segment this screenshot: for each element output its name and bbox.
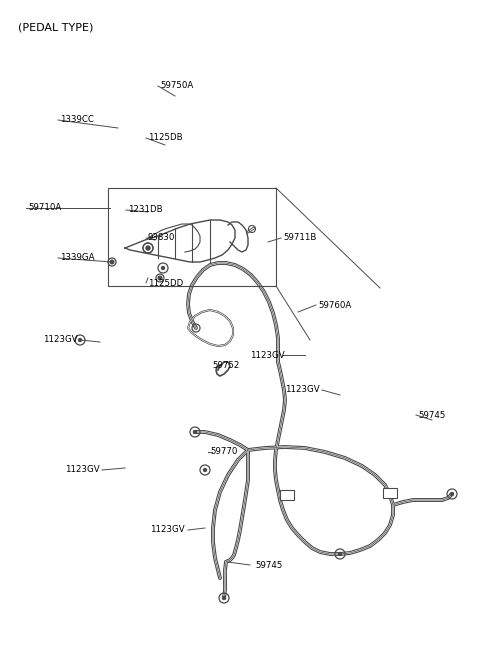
Text: 59752: 59752: [212, 361, 240, 371]
Text: 1231DB: 1231DB: [128, 205, 163, 215]
Text: 1123GV: 1123GV: [150, 525, 185, 535]
Circle shape: [146, 246, 150, 250]
Text: 1125DB: 1125DB: [148, 134, 182, 142]
Text: (PEDAL TYPE): (PEDAL TYPE): [18, 22, 94, 32]
Text: 1123GV: 1123GV: [43, 335, 78, 344]
Text: 59745: 59745: [255, 560, 282, 569]
Text: 1339GA: 1339GA: [60, 253, 95, 262]
Text: 59770: 59770: [210, 447, 238, 457]
Circle shape: [451, 493, 454, 495]
Circle shape: [193, 430, 196, 434]
Text: 1339CC: 1339CC: [60, 115, 94, 125]
Text: 59750A: 59750A: [160, 81, 193, 91]
Circle shape: [146, 247, 149, 249]
Text: 1123GV: 1123GV: [251, 350, 285, 359]
Circle shape: [161, 266, 165, 270]
Text: 59760A: 59760A: [318, 300, 351, 310]
Text: 1123GV: 1123GV: [286, 386, 320, 394]
Bar: [280, 490, 294, 500]
Text: 59745: 59745: [418, 411, 445, 419]
Bar: [383, 488, 397, 498]
Text: 1125DD: 1125DD: [148, 279, 183, 287]
Circle shape: [338, 552, 341, 556]
Circle shape: [204, 468, 206, 472]
Text: 59711B: 59711B: [283, 234, 316, 243]
Text: 93830: 93830: [148, 234, 175, 243]
Circle shape: [158, 276, 162, 280]
Circle shape: [223, 596, 226, 600]
Text: 59710A: 59710A: [28, 203, 61, 213]
Circle shape: [79, 338, 82, 342]
Text: 1123GV: 1123GV: [65, 466, 100, 474]
Circle shape: [110, 260, 114, 264]
Bar: [108, 188, 276, 286]
